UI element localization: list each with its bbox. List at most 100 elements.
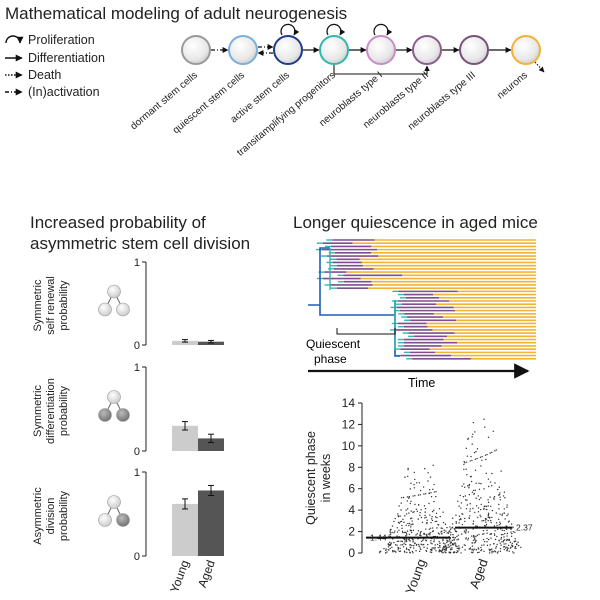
scatter-point xyxy=(504,546,506,548)
scatter-point xyxy=(424,514,426,517)
scatter-point xyxy=(447,544,449,546)
top-title: Mathematical modeling of adult neurogene… xyxy=(5,4,347,23)
scatter-point xyxy=(506,504,508,506)
scatter-point xyxy=(500,470,502,472)
scatter-point xyxy=(425,540,428,542)
scatter-point xyxy=(423,493,425,495)
scatter-point xyxy=(501,513,504,515)
scatter-point xyxy=(393,541,395,544)
scatter-point xyxy=(422,539,424,541)
scatter-point xyxy=(408,496,410,499)
scatter-point xyxy=(412,540,414,542)
scatter-point xyxy=(393,550,395,552)
scatter-point xyxy=(451,517,454,519)
scatter-point xyxy=(455,530,458,533)
scatter-point xyxy=(420,548,422,551)
scatter-point xyxy=(477,511,480,513)
scatter-point xyxy=(401,544,404,546)
scatter-point xyxy=(463,530,466,532)
scatter-point xyxy=(400,509,402,511)
scatter-point xyxy=(405,535,407,537)
scatter-point xyxy=(479,456,482,459)
scatter-point xyxy=(494,530,496,532)
scatter-point xyxy=(410,500,412,503)
scatter-point xyxy=(480,503,482,506)
cell-quiescent-stem-cells xyxy=(228,35,258,65)
scatter-point xyxy=(474,537,476,540)
scatter-point xyxy=(500,533,503,536)
left-title-line2: asymmetric stem cell division xyxy=(30,234,250,253)
scatter-point xyxy=(471,548,473,551)
scatter-point xyxy=(442,540,444,542)
scatter-point xyxy=(453,539,455,541)
right-title: Longer quiescence in aged mice xyxy=(293,213,538,232)
scatter-point xyxy=(491,550,493,553)
scatter-point xyxy=(404,541,406,543)
scatter-point xyxy=(472,539,475,542)
scatter-point xyxy=(389,547,391,550)
scatter-point xyxy=(464,520,466,523)
scatter-point xyxy=(466,504,468,506)
scatter-point xyxy=(443,529,445,531)
quiescent-label-line1: Quiescent xyxy=(306,337,361,351)
scatter-point xyxy=(502,541,505,543)
scatter-point xyxy=(460,552,462,554)
scatter-point xyxy=(389,531,391,533)
scatter-point xyxy=(486,453,488,456)
scatter-point xyxy=(449,528,452,530)
bar-panel-2: Symmetric differentiation probability 0 1 xyxy=(32,362,224,458)
proliferation-loop-icon xyxy=(326,23,346,36)
scatter-point xyxy=(385,548,387,550)
scatter-point xyxy=(431,543,433,545)
scatter-point xyxy=(483,533,485,535)
scatter-point xyxy=(440,551,443,553)
scatter-point xyxy=(493,498,495,500)
scatter-point xyxy=(403,521,405,524)
scatter-point xyxy=(469,503,471,505)
scatter-point xyxy=(472,489,475,492)
scatter-point xyxy=(406,508,409,510)
scatter-point xyxy=(401,540,404,543)
scatter-point xyxy=(433,540,435,543)
scatter-point xyxy=(426,519,428,521)
scatter-point xyxy=(435,495,437,498)
scatter-point xyxy=(391,546,393,549)
scatter-point xyxy=(405,509,407,511)
scatter-point xyxy=(429,476,432,478)
daughter-cell-icon xyxy=(116,302,130,317)
scatter-point xyxy=(507,544,510,547)
scatter-point xyxy=(512,526,514,528)
scatter-point xyxy=(398,529,400,531)
scatter-point xyxy=(476,551,479,554)
scatter-point xyxy=(496,524,498,527)
scatter-point xyxy=(503,512,506,514)
scatter-point xyxy=(496,552,499,554)
scatter-point xyxy=(456,535,458,538)
bar-aged xyxy=(198,490,224,556)
scatter-point xyxy=(481,544,483,547)
scatter-point xyxy=(441,533,443,535)
scatter-point xyxy=(506,532,509,535)
scatter-point xyxy=(411,520,413,522)
scatter-point xyxy=(491,516,493,519)
bar-ylabel-line: Asymmetric xyxy=(32,487,44,545)
scatter-point xyxy=(506,535,508,537)
scatter-point xyxy=(504,497,506,499)
scatter-point xyxy=(498,524,500,526)
scatter-point xyxy=(430,518,433,520)
scatter-point xyxy=(466,455,469,457)
scatter-point xyxy=(410,524,412,526)
scatter-point xyxy=(463,463,465,466)
scatter-point xyxy=(499,499,501,501)
scatter-point xyxy=(506,514,508,517)
scatter-point xyxy=(397,515,399,517)
scatter-point xyxy=(419,547,421,549)
scatter-point xyxy=(410,529,412,532)
scatter-point xyxy=(469,460,471,462)
scatter-point xyxy=(428,489,431,491)
scatter-point xyxy=(466,499,468,501)
scatter-point xyxy=(464,531,466,534)
scatter-point xyxy=(453,552,455,554)
scatter-point xyxy=(487,478,490,480)
scatter-point xyxy=(469,510,471,512)
